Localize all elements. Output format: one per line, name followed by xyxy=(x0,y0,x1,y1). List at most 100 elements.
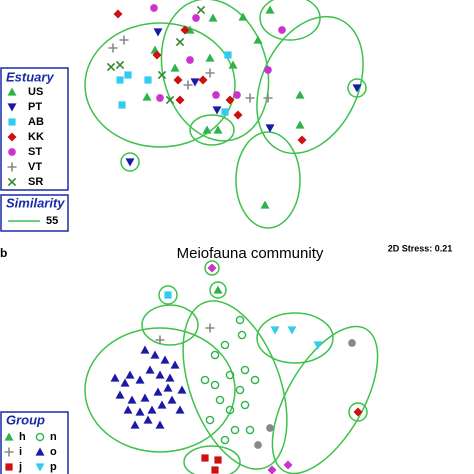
point xyxy=(225,405,235,415)
point xyxy=(352,84,362,93)
point xyxy=(123,405,133,414)
point xyxy=(278,26,286,34)
point xyxy=(253,35,263,44)
point xyxy=(156,94,164,102)
point xyxy=(110,373,120,382)
legend-marker xyxy=(35,447,45,456)
point xyxy=(165,95,175,105)
legend-marker xyxy=(8,148,16,156)
ellipse xyxy=(235,131,301,229)
point xyxy=(295,90,305,99)
point xyxy=(313,341,323,350)
panel-label: b xyxy=(0,246,7,260)
point xyxy=(254,441,262,449)
legend-label: PT xyxy=(28,101,42,113)
point xyxy=(108,43,118,53)
similarity-title: Similarity xyxy=(6,195,65,210)
point xyxy=(270,326,280,335)
legend-label: KK xyxy=(28,131,44,143)
point xyxy=(130,420,140,429)
point xyxy=(225,370,235,380)
legend-label: i xyxy=(19,446,22,458)
point xyxy=(245,425,255,435)
point xyxy=(205,323,215,333)
legend-title: Group xyxy=(6,412,45,427)
stress-label: 2D Stress: 0.21 xyxy=(388,243,453,253)
legend-label: US xyxy=(28,86,43,98)
point xyxy=(214,456,222,464)
point xyxy=(175,405,185,414)
point xyxy=(192,14,200,22)
legend-marker xyxy=(7,162,17,172)
point xyxy=(150,350,160,359)
point xyxy=(143,415,153,424)
point xyxy=(250,375,260,385)
point xyxy=(145,365,155,374)
point xyxy=(230,425,240,435)
legend-marker xyxy=(5,463,13,471)
legend-marker xyxy=(7,103,17,112)
legend-marker xyxy=(35,432,45,442)
point xyxy=(228,60,238,69)
point xyxy=(198,75,208,85)
legend-label: p xyxy=(50,461,57,473)
point xyxy=(213,125,223,134)
point xyxy=(106,62,116,72)
ellipse xyxy=(183,445,241,474)
ellipse xyxy=(204,260,220,276)
ellipse xyxy=(84,327,236,453)
ellipse xyxy=(259,0,321,41)
point xyxy=(283,460,293,470)
ellipse xyxy=(256,312,334,364)
point xyxy=(265,5,275,14)
ellipse xyxy=(158,285,178,305)
point xyxy=(213,285,223,294)
point xyxy=(196,5,206,15)
point xyxy=(115,390,125,399)
point xyxy=(163,383,173,392)
point xyxy=(297,135,307,145)
point xyxy=(113,9,123,19)
point xyxy=(140,345,150,354)
point xyxy=(186,56,194,64)
point xyxy=(170,63,180,72)
point xyxy=(233,110,243,120)
legend-label: o xyxy=(50,446,57,458)
point xyxy=(205,415,215,425)
point xyxy=(160,355,170,364)
point xyxy=(177,385,187,394)
legend-marker xyxy=(7,132,17,142)
ellipse xyxy=(160,0,270,142)
ellipse xyxy=(189,114,235,146)
point xyxy=(265,124,275,133)
point xyxy=(127,395,137,404)
point xyxy=(220,435,230,445)
point xyxy=(235,315,245,325)
ellipse xyxy=(120,152,140,172)
similarity-ellipses-b xyxy=(84,260,379,474)
point xyxy=(266,424,274,432)
point xyxy=(164,291,172,299)
point xyxy=(233,91,241,99)
point xyxy=(200,375,210,385)
point xyxy=(240,400,250,410)
point xyxy=(157,400,167,409)
point xyxy=(125,158,135,167)
point xyxy=(208,13,218,22)
point xyxy=(180,25,190,35)
point xyxy=(212,91,220,99)
point xyxy=(205,68,215,78)
point xyxy=(150,4,158,12)
point xyxy=(221,108,229,116)
point xyxy=(240,365,250,375)
point xyxy=(157,70,167,80)
point xyxy=(135,407,145,416)
point xyxy=(153,387,163,396)
point xyxy=(135,375,145,384)
point xyxy=(211,466,219,474)
point xyxy=(147,405,157,414)
point xyxy=(205,53,215,62)
point xyxy=(170,360,180,369)
similarity-value: 55 xyxy=(46,215,58,227)
